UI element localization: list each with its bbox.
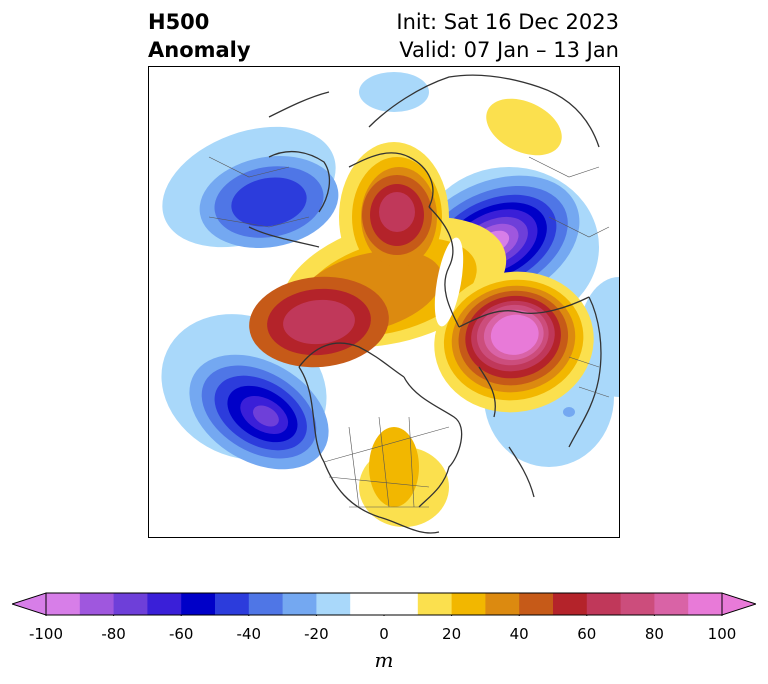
colorbar-tick-label: -60 [168, 625, 194, 643]
colorbar-bin [553, 593, 588, 615]
colorbar-bin [485, 593, 520, 615]
colorbar-tick-label: -20 [304, 625, 329, 643]
colorbar-bin [248, 593, 284, 615]
valid-range: Valid: 07 Jan – 13 Jan [399, 38, 619, 62]
colorbar-tick-label: -100 [28, 625, 64, 643]
colorbar-bin [586, 593, 622, 615]
coastlines [248, 74, 602, 534]
title-left: H500 Anomaly [148, 8, 251, 64]
colorbar-tick-label: -80 [101, 625, 126, 643]
title-right: Init: Sat 16 Dec 2023 Valid: 07 Jan – 13… [396, 8, 619, 64]
colorbar-bin [147, 593, 182, 615]
colorbar-bin [688, 593, 723, 615]
title-variable: H500 [148, 10, 210, 34]
colorbar-tick-label: -40 [236, 625, 262, 643]
init-date: Init: Sat 16 Dec 2023 [396, 10, 619, 34]
colorbar-tick-label: 100 [707, 625, 737, 643]
anomaly-map [148, 66, 620, 538]
colorbar-bin [654, 593, 689, 615]
colorbar-extend-low [12, 592, 47, 616]
colorbar-bin [620, 593, 655, 615]
colorbar-bin [350, 593, 385, 615]
colorbar-tick-label: 60 [577, 625, 597, 643]
title-type: Anomaly [148, 38, 251, 62]
colorbar [12, 592, 756, 616]
colorbar-bin [417, 593, 453, 615]
boundaries [208, 156, 610, 508]
colorbar-unit: m [374, 648, 394, 672]
colorbar-bin [46, 593, 81, 615]
anomaly-field [161, 72, 619, 527]
colorbar-bin [79, 593, 115, 615]
colorbar-bin [181, 593, 216, 615]
colorbar-tick-label: 40 [509, 625, 529, 643]
colorbar-tick-label: 0 [379, 625, 389, 643]
colorbar-bin [519, 593, 554, 615]
colorbar-extend-high [721, 592, 756, 616]
colorbar-bin [316, 593, 351, 615]
colorbar-bin [215, 593, 250, 615]
colorbar-bin [451, 593, 486, 615]
colorbar-bin [384, 593, 419, 615]
colorbar-bin [282, 593, 317, 615]
colorbar-bin [113, 593, 148, 615]
colorbar-tick-label: 80 [644, 625, 664, 643]
colorbar-tick-label: 20 [442, 625, 462, 643]
